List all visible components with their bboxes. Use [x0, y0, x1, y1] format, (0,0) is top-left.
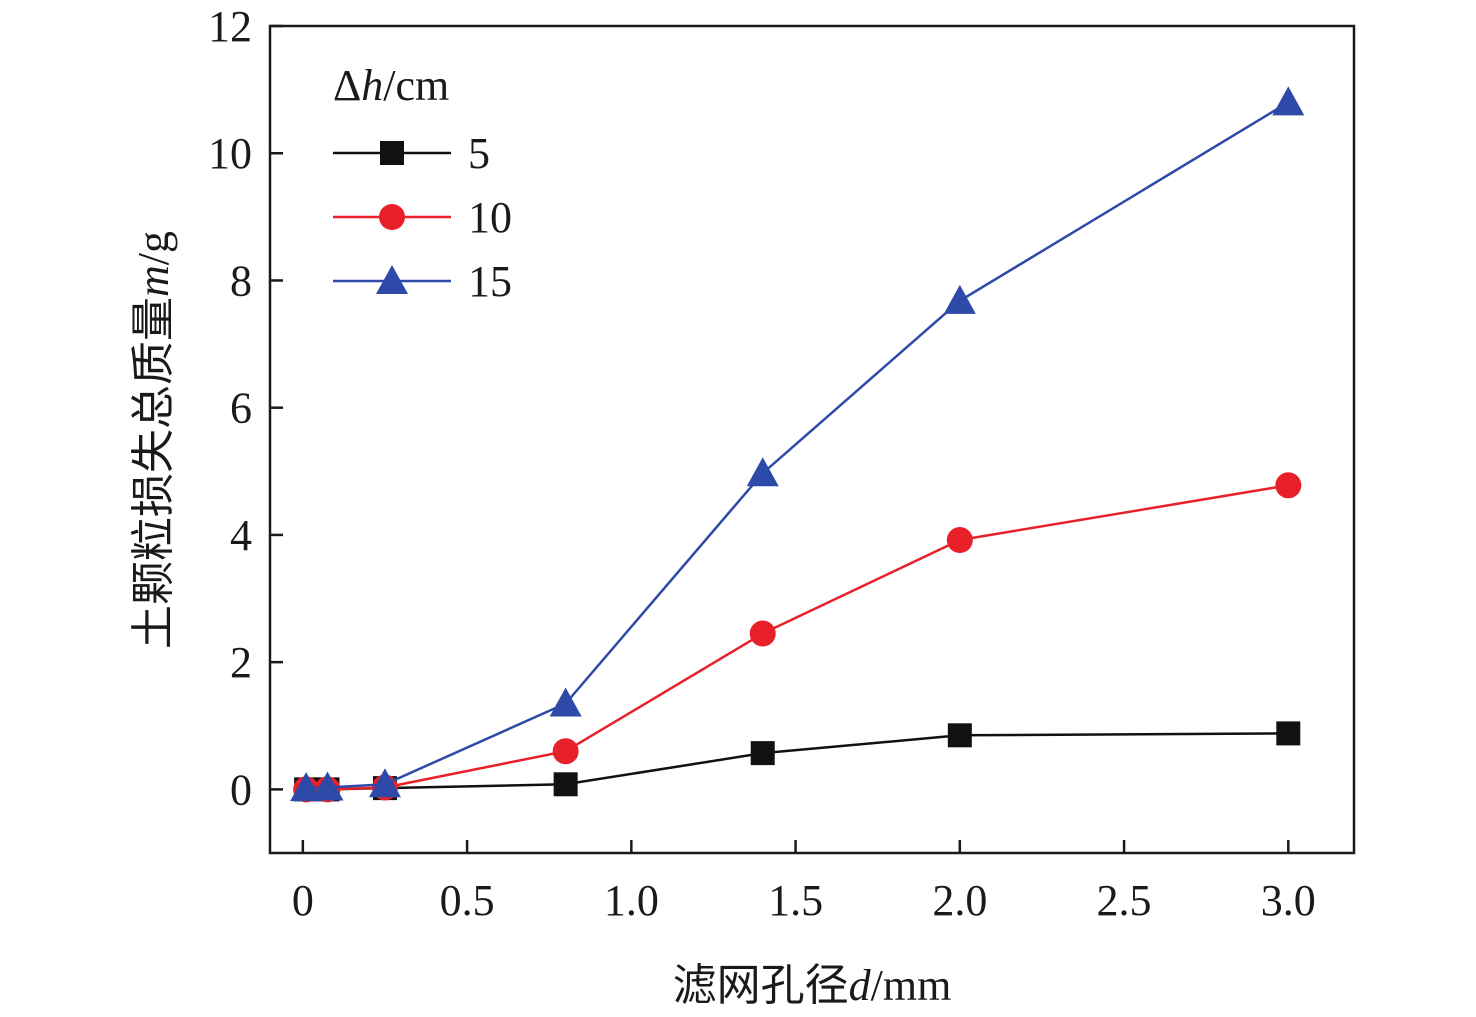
series-5: [294, 721, 1301, 802]
legend: Δh/cm 5 10 15: [333, 61, 512, 306]
legend-title: Δh/cm: [333, 61, 449, 110]
y-tick-label: 12: [208, 2, 252, 51]
data-point-5: [947, 723, 972, 748]
legend-label: 10: [468, 193, 512, 242]
data-point-15: [943, 284, 976, 314]
legend-item-10: 10: [333, 193, 512, 242]
series-layer: [290, 86, 1305, 803]
y-tick-label: 10: [208, 129, 252, 178]
data-point-5: [1276, 721, 1301, 746]
legend-item-5: 5: [333, 129, 490, 178]
series-15: [290, 86, 1305, 802]
x-tick-label: 3.0: [1261, 876, 1316, 925]
x-tick-label: 1.5: [768, 876, 823, 925]
data-point-10: [946, 527, 973, 554]
x-axis-label: 滤网孔径d/mm: [673, 960, 952, 1011]
x-tick-label: 0: [292, 876, 314, 925]
data-point-15: [368, 768, 401, 798]
data-point-15: [1272, 86, 1305, 116]
x-tick-label: 2.5: [1097, 876, 1152, 925]
x-tick-label: 0.5: [440, 876, 495, 925]
legend-label: 15: [468, 257, 512, 306]
legend-label: 5: [468, 129, 490, 178]
x-tick-label: 2.0: [932, 876, 987, 925]
data-point-15: [746, 457, 779, 487]
ticks: 0 0.5 1.0 1.5 2.0 2.5 3.0 0 2 4 6 8 10 12: [208, 2, 1316, 925]
y-tick-label: 4: [230, 511, 252, 560]
data-point-15: [311, 771, 344, 801]
y-tick-label: 0: [230, 765, 252, 814]
data-point-5: [750, 741, 775, 766]
data-point-15: [290, 772, 323, 802]
data-point-15: [549, 687, 582, 717]
series-line-5: [306, 732, 1289, 791]
data-point-5: [553, 772, 578, 797]
data-point-10: [1275, 472, 1302, 499]
y-tick-label: 6: [230, 384, 252, 433]
y-tick-label: 2: [230, 638, 252, 687]
x-tick-label: 1.0: [604, 876, 659, 925]
y-axis-label: 土颗粒损失总质量m/g: [128, 231, 179, 649]
legend-item-15: 15: [333, 257, 512, 306]
data-point-10: [552, 738, 579, 765]
legend-marker: [376, 265, 408, 294]
legend-marker: [380, 141, 404, 165]
series-line-15: [306, 101, 1289, 790]
series-line-10: [306, 484, 1289, 791]
series-10: [293, 472, 1302, 803]
plot-frame: [268, 24, 1356, 855]
y-tick-label: 8: [230, 256, 252, 305]
legend-marker: [379, 204, 405, 230]
data-point-10: [749, 620, 776, 647]
